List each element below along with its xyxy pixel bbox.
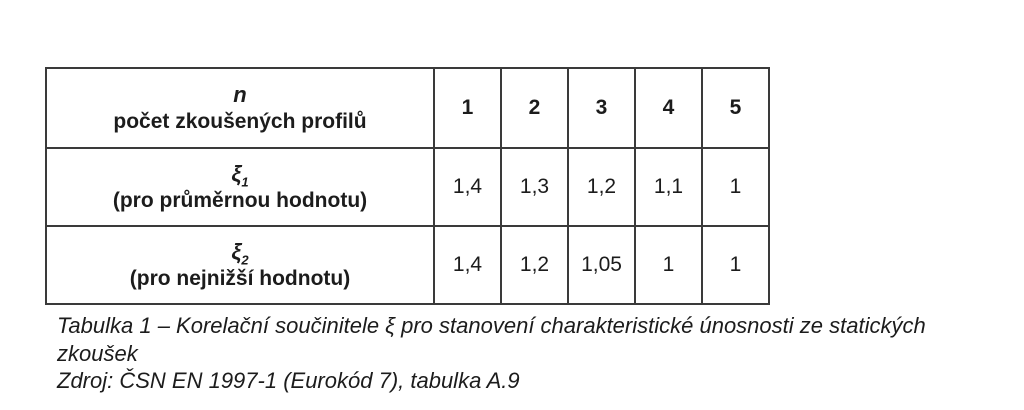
table-cell: 1,2: [567, 147, 636, 227]
xi-subscript: 1: [241, 174, 249, 190]
header-cell-1: 1: [433, 67, 502, 149]
header-description: počet zkoušených profilů: [113, 110, 367, 133]
row-xi2-label-cell: ξ2 (pro nejnižší hodnotu): [45, 225, 435, 305]
table-cell: 1: [634, 225, 703, 305]
table-row-xi1: ξ1 (pro průměrnou hodnotu) 1,4 1,3 1,2 1…: [45, 147, 770, 227]
table-row-xi2: ξ2 (pro nejnižší hodnotu) 1,4 1,2 1,05 1…: [45, 225, 770, 305]
table-cell: 1: [701, 147, 770, 227]
table-header-row: n počet zkoušených profilů 1 2 3 4 5: [45, 67, 770, 149]
xi-symbol: ξ: [231, 161, 242, 186]
caption-line-1: Tabulka 1 – Korelační součinitele ξ pro …: [57, 313, 926, 338]
table-cell: 1,4: [433, 147, 502, 227]
row-xi1-symbol: ξ1: [47, 160, 433, 190]
header-cell-5: 5: [701, 67, 770, 149]
header-cell-2: 2: [500, 67, 569, 149]
table-cell: 1,2: [500, 225, 569, 305]
caption-source-line: Zdroj: ČSN EN 1997-1 (Eurokód 7), tabulk…: [57, 368, 520, 393]
row-xi1-description: (pro průměrnou hodnotu): [112, 189, 368, 212]
table-cell: 1,4: [433, 225, 502, 305]
header-cell-4: 4: [634, 67, 703, 149]
row-xi1-label-cell: ξ1 (pro průměrnou hodnotu): [45, 147, 435, 227]
table-cell: 1,05: [567, 225, 636, 305]
header-symbol-n: n: [233, 82, 247, 107]
table-caption: Tabulka 1 – Korelační součinitele ξ pro …: [57, 312, 1015, 395]
table-cell: 1,3: [500, 147, 569, 227]
table-cell: 1,1: [634, 147, 703, 227]
row-xi2-symbol: ξ2: [47, 238, 433, 268]
table-cell: 1: [701, 225, 770, 305]
header-cell-3: 3: [567, 67, 636, 149]
caption-line-2: zkoušek: [57, 340, 138, 366]
xi-subscript: 2: [241, 252, 249, 268]
header-label-cell: n počet zkoušených profilů: [45, 67, 435, 149]
correlation-coefficients-table: n počet zkoušených profilů 1 2 3 4 5 ξ1 …: [45, 67, 770, 305]
row-xi2-description: (pro nejnižší hodnotu): [129, 267, 351, 290]
xi-symbol: ξ: [231, 239, 242, 264]
